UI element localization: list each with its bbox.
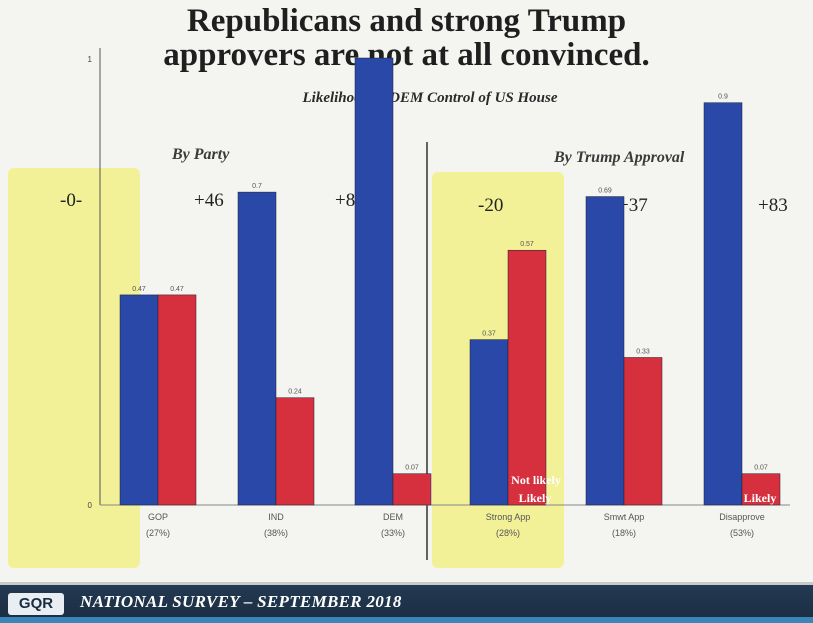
value-label-likely-strong-app: 0.37 bbox=[482, 331, 496, 338]
footer-bar: GQR NATIONAL SURVEY – SEPTEMBER 2018 bbox=[0, 582, 813, 623]
bar-not-likely-gop bbox=[157, 294, 197, 506]
net-diff-strong-app: -20 bbox=[478, 195, 504, 216]
value-label-likely-ind: 0.7 bbox=[252, 183, 262, 190]
footer-stripe bbox=[0, 617, 813, 623]
bar-not-likely-strong-app bbox=[507, 249, 547, 506]
bar-likely-ind bbox=[237, 191, 277, 506]
series-label-not-likely: Not likely bbox=[511, 473, 561, 487]
bar-likely-gop bbox=[119, 294, 159, 506]
category-label-smwt-app: Smwt App bbox=[604, 512, 645, 522]
y-tick-label-0: 0 bbox=[88, 501, 93, 510]
value-label-not-likely-dem: 0.07 bbox=[405, 465, 419, 472]
net-diff-dem: +8 bbox=[335, 190, 356, 211]
value-label-not-likely-disapprove: 0.07 bbox=[754, 465, 768, 472]
value-label-likely-gop: 0.47 bbox=[132, 286, 146, 293]
title-line-2: approvers are not at all convinced. bbox=[163, 37, 650, 73]
series-label-likely: Likely bbox=[519, 491, 552, 505]
value-label-not-likely-gop: 0.47 bbox=[170, 286, 184, 293]
bar-not-likely-dem bbox=[392, 473, 432, 506]
value-label-not-likely-strong-app: 0.57 bbox=[520, 241, 534, 248]
title-line-1: Republicans and strong Trump bbox=[186, 3, 627, 39]
category-sublabel-ind: (38%) bbox=[264, 528, 288, 538]
bar-not-likely-disapprove bbox=[741, 473, 781, 506]
value-label-not-likely-smwt-app: 0.33 bbox=[636, 348, 650, 355]
category-label-disapprove: Disapprove bbox=[719, 512, 765, 522]
bar-likely-smwt-app bbox=[585, 196, 625, 506]
bar-not-likely-smwt-app bbox=[623, 357, 663, 506]
footer-title: NATIONAL SURVEY – SEPTEMBER 2018 bbox=[80, 592, 402, 611]
y-tick-label-1: 1 bbox=[88, 55, 93, 64]
page-title: Republicans and strong Trump approvers a… bbox=[0, 4, 813, 72]
value-label-likely-smwt-app: 0.69 bbox=[598, 188, 612, 195]
bar-likely-strong-app bbox=[469, 339, 509, 506]
net-diff-disapprove: +83 bbox=[758, 195, 788, 216]
category-sublabel-gop: (27%) bbox=[146, 528, 170, 538]
net-diff-gop: -0- bbox=[60, 190, 83, 211]
group-label-trump: By Trump Approval bbox=[554, 149, 685, 166]
net-diff-ind: +46 bbox=[194, 190, 224, 211]
bar-chart: 1 0 0.47 0.47 GOP (27%) 0.7 0.24 IND (38%) 0.07 DEM… bbox=[88, 48, 790, 560]
net-diff-smwt-app: +37 bbox=[618, 195, 648, 216]
bar-not-likely-ind bbox=[275, 397, 315, 506]
category-sublabel-strong-app: (28%) bbox=[496, 528, 520, 538]
bar-legend-labels: Not likely Likely Likely bbox=[511, 473, 776, 505]
gqr-logo: GQR bbox=[8, 593, 64, 615]
value-label-likely-disapprove: 0.9 bbox=[718, 94, 728, 101]
category-sublabel-dem: (33%) bbox=[381, 528, 405, 538]
category-label-gop: GOP bbox=[148, 512, 168, 522]
value-label-not-likely-ind: 0.24 bbox=[288, 389, 302, 396]
series-label-likely: Likely bbox=[744, 491, 777, 505]
category-label-strong-app: Strong App bbox=[486, 512, 531, 522]
category-label-ind: IND bbox=[268, 512, 284, 522]
category-sublabel-smwt-app: (18%) bbox=[612, 528, 636, 538]
highlight-gop bbox=[8, 168, 140, 568]
category-sublabel-disapprove: (53%) bbox=[730, 528, 754, 538]
category-label-dem: DEM bbox=[383, 512, 403, 522]
group-label-party: By Party bbox=[172, 146, 230, 163]
bar-likely-dem bbox=[354, 57, 394, 506]
bar-likely-disapprove bbox=[703, 102, 743, 506]
